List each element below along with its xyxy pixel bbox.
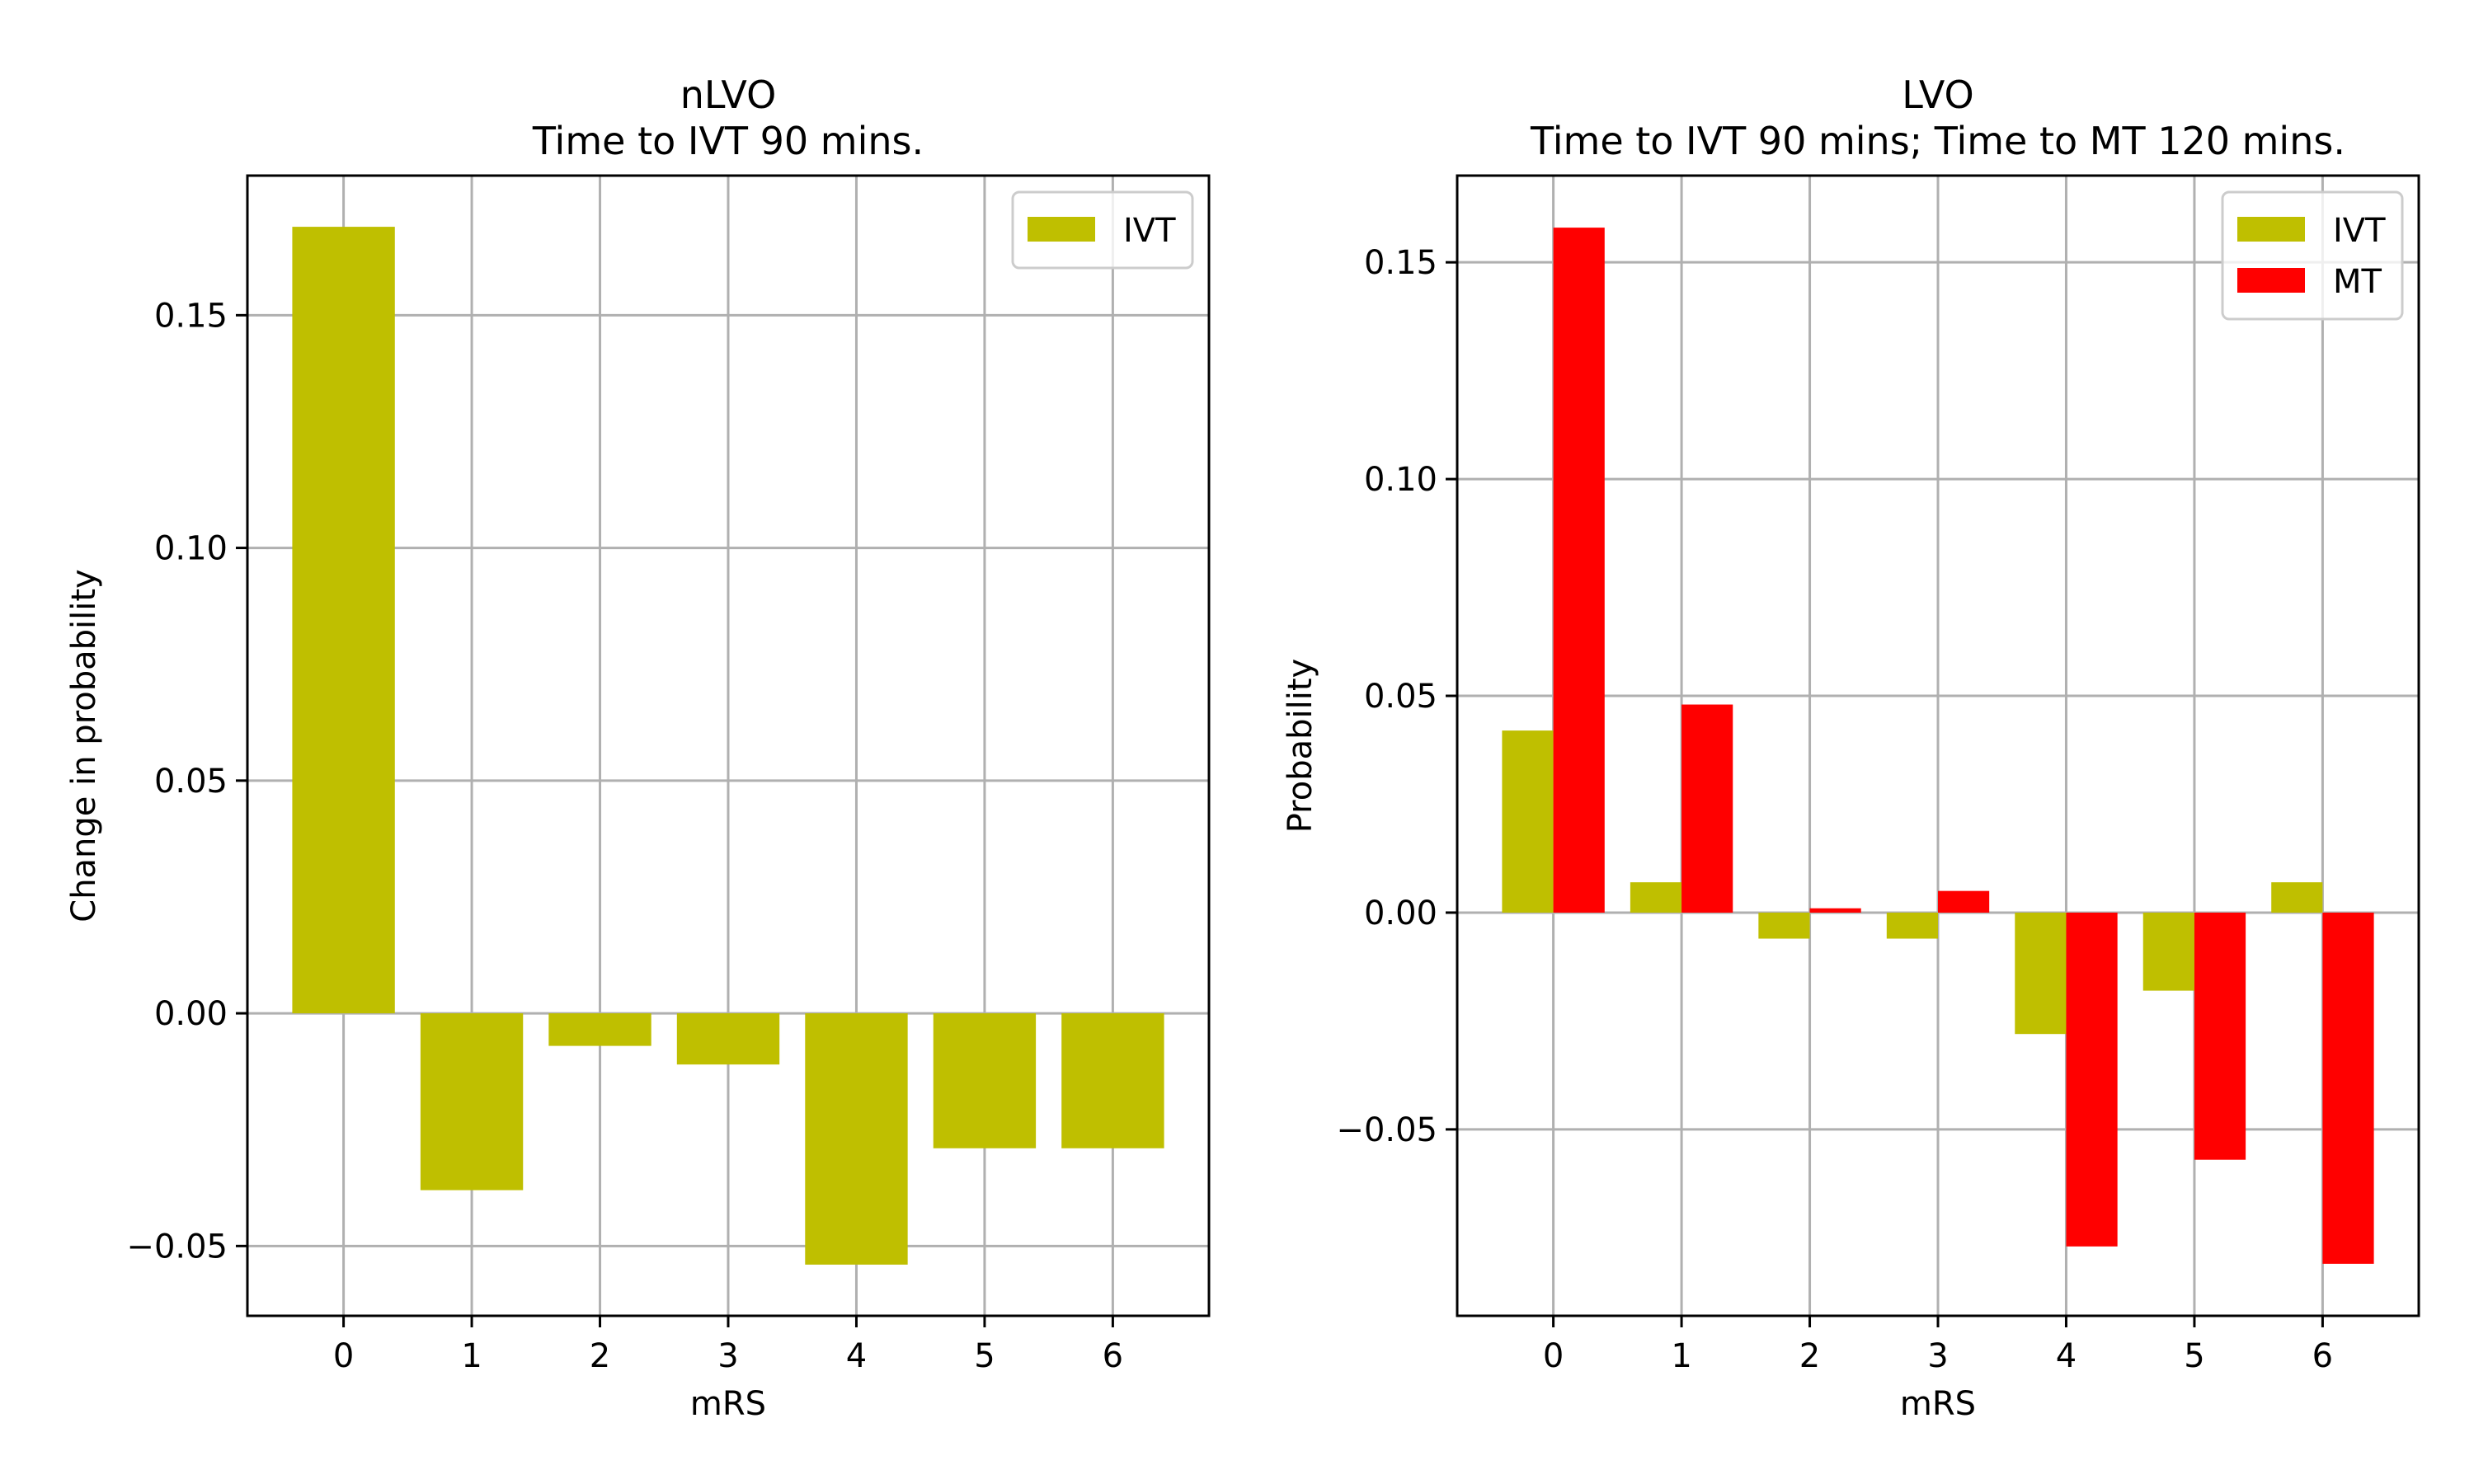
bar-ivt-mrs-1 xyxy=(420,1013,524,1190)
legend-swatch-ivt xyxy=(2237,217,2305,242)
y-tick-label: 0.10 xyxy=(1364,461,1437,499)
x-tick-label: 5 xyxy=(974,1337,995,1375)
bar-mt-mrs-2 xyxy=(1809,908,1861,913)
y-tick-label: −0.05 xyxy=(1336,1111,1437,1149)
x-tick-label: 4 xyxy=(2056,1337,2077,1375)
bar-ivt-mrs-2 xyxy=(1758,912,1810,939)
bar-mt-mrs-5 xyxy=(2194,912,2246,1160)
legend-label-mt: MT xyxy=(2333,263,2382,301)
bar-mt-mrs-3 xyxy=(1938,890,1990,913)
bar-ivt-mrs-0 xyxy=(292,227,395,1014)
bar-ivt-mrs-5 xyxy=(933,1013,1037,1148)
bar-mt-mrs-4 xyxy=(2066,912,2118,1247)
y-axis-label: Probability xyxy=(1282,659,1319,833)
x-tick-label: 1 xyxy=(461,1337,482,1375)
y-tick-label: −0.05 xyxy=(126,1228,228,1266)
legend: IVT MT xyxy=(2221,190,2404,321)
legend-label-ivt: IVT xyxy=(2333,212,2386,250)
x-tick-label: 2 xyxy=(590,1337,610,1375)
legend-swatch-mt xyxy=(2237,268,2305,293)
x-axis-label: mRS xyxy=(1900,1385,1976,1423)
x-tick-label: 3 xyxy=(1927,1337,1948,1375)
y-axis-label: Change in probability xyxy=(65,569,103,922)
y-tick-label: 0.15 xyxy=(154,297,228,335)
y-tick-label: 0.00 xyxy=(1364,895,1437,932)
bar-ivt-mrs-3 xyxy=(676,1013,780,1065)
y-tick-label: 0.15 xyxy=(1364,244,1437,282)
bar-ivt-mrs-4 xyxy=(2015,912,2067,1035)
x-tick-label: 6 xyxy=(2312,1337,2333,1375)
y-tick-label: 0.05 xyxy=(154,763,228,801)
chart-title: nLVO xyxy=(680,73,777,117)
x-tick-label: 2 xyxy=(1799,1337,1820,1375)
x-axis-label: mRS xyxy=(690,1385,766,1423)
x-tick-label: 5 xyxy=(2184,1337,2204,1375)
x-tick-label: 3 xyxy=(717,1337,738,1375)
chart-panel-0: 0 1 2 3 4 5 6 −0.05 0.00 0.05 0.10 0.15 mRS Change in… xyxy=(65,73,1211,1423)
bar-mt-mrs-6 xyxy=(2322,912,2374,1264)
legend-label-ivt: IVT xyxy=(1123,212,1176,250)
bar-mt-mrs-1 xyxy=(1681,704,1733,913)
chart-subtitle: Time to IVT 90 mins. xyxy=(532,119,924,163)
bar-ivt-mrs-3 xyxy=(1886,912,1938,939)
chart-panel-1: 0 1 2 3 4 5 6 −0.05 0.00 0.05 0.10 0.15 mRS Probabili… xyxy=(1282,73,2420,1423)
bar-ivt-mrs-5 xyxy=(2142,912,2194,991)
legend: IVT xyxy=(1011,190,1194,270)
legend-swatch-ivt xyxy=(1028,217,1095,242)
bar-ivt-mrs-6 xyxy=(1061,1013,1164,1148)
bar-ivt-mrs-0 xyxy=(1502,730,1554,913)
bar-ivt-mrs-1 xyxy=(1630,882,1682,913)
y-tick-label: 0.05 xyxy=(1364,678,1437,716)
bar-mt-mrs-0 xyxy=(1553,228,1605,913)
x-tick-label: 4 xyxy=(846,1337,867,1375)
bar-ivt-mrs-6 xyxy=(2271,882,2323,913)
x-tick-label: 0 xyxy=(1543,1337,1564,1375)
y-tick-label: 0.10 xyxy=(154,530,228,568)
chart-subtitle: Time to IVT 90 mins; Time to MT 120 mins… xyxy=(1530,119,2345,163)
y-tick-label: 0.00 xyxy=(154,995,228,1033)
chart-title: LVO xyxy=(1902,73,1973,117)
x-tick-label: 6 xyxy=(1103,1337,1123,1375)
bar-ivt-mrs-2 xyxy=(548,1013,651,1046)
legend-box xyxy=(1011,190,1194,270)
x-tick-label: 1 xyxy=(1671,1337,1691,1375)
x-tick-label: 0 xyxy=(333,1337,354,1375)
bar-ivt-mrs-4 xyxy=(805,1013,908,1265)
